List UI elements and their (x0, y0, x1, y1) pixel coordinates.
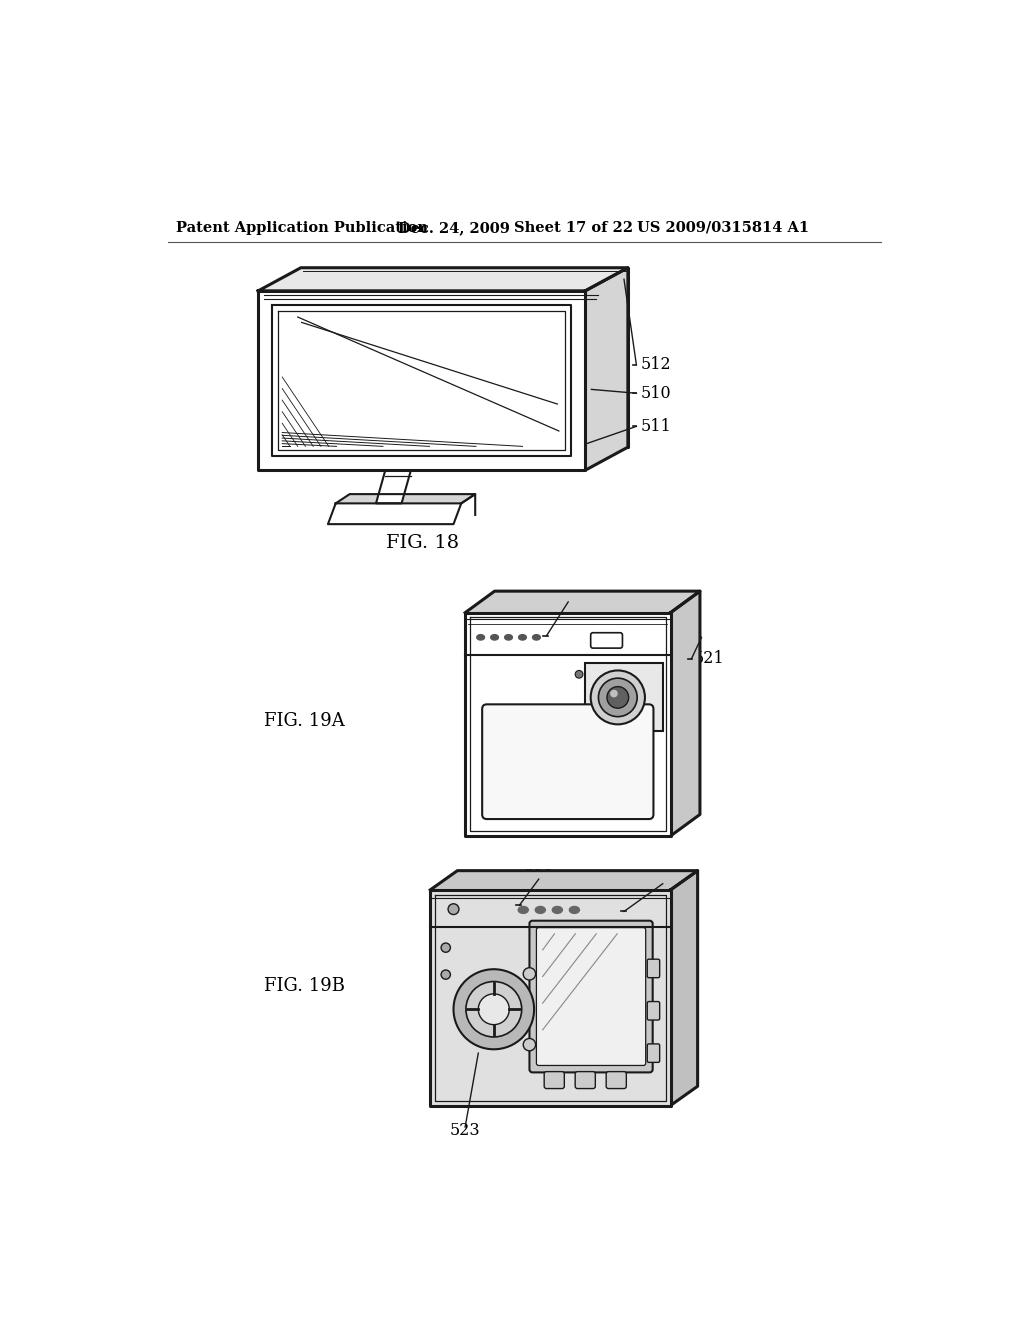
Polygon shape (430, 890, 671, 1106)
Circle shape (441, 942, 451, 952)
FancyBboxPatch shape (544, 1072, 564, 1089)
Text: FIG. 19B: FIG. 19B (263, 977, 345, 995)
Polygon shape (671, 591, 700, 836)
Polygon shape (258, 268, 628, 290)
Text: 524: 524 (553, 591, 584, 609)
Text: Sheet 17 of 22: Sheet 17 of 22 (514, 220, 633, 235)
Polygon shape (258, 290, 586, 470)
Circle shape (449, 904, 459, 915)
Circle shape (454, 969, 535, 1049)
Text: 523: 523 (450, 1122, 480, 1139)
FancyBboxPatch shape (647, 960, 659, 978)
Text: 522: 522 (523, 867, 554, 884)
Polygon shape (279, 312, 565, 450)
Circle shape (466, 982, 521, 1038)
Text: FIG. 19A: FIG. 19A (263, 711, 344, 730)
Polygon shape (465, 612, 671, 836)
FancyBboxPatch shape (575, 1072, 595, 1089)
FancyBboxPatch shape (529, 921, 652, 1072)
Ellipse shape (536, 907, 546, 913)
Ellipse shape (518, 907, 528, 913)
Ellipse shape (569, 907, 580, 913)
Polygon shape (465, 591, 700, 612)
Circle shape (591, 671, 645, 725)
FancyBboxPatch shape (647, 1002, 659, 1020)
FancyBboxPatch shape (647, 1044, 659, 1063)
Circle shape (610, 689, 617, 697)
Circle shape (523, 968, 536, 979)
Circle shape (478, 994, 509, 1024)
Ellipse shape (518, 635, 526, 640)
Text: 510: 510 (640, 384, 671, 401)
FancyBboxPatch shape (606, 1072, 627, 1089)
Text: 521: 521 (693, 651, 724, 668)
Text: US 2009/0315814 A1: US 2009/0315814 A1 (637, 220, 809, 235)
Polygon shape (272, 305, 571, 457)
Polygon shape (336, 494, 475, 503)
Polygon shape (328, 503, 461, 524)
Polygon shape (430, 871, 697, 890)
Ellipse shape (477, 635, 484, 640)
Circle shape (607, 686, 629, 708)
Ellipse shape (552, 907, 562, 913)
Ellipse shape (505, 635, 512, 640)
Ellipse shape (490, 635, 499, 640)
Text: Dec. 24, 2009: Dec. 24, 2009 (397, 220, 510, 235)
Circle shape (523, 1039, 536, 1051)
Text: 512: 512 (640, 356, 671, 374)
Circle shape (441, 970, 451, 979)
Polygon shape (376, 470, 411, 503)
Polygon shape (586, 268, 628, 470)
Text: 511: 511 (640, 418, 671, 434)
Text: Patent Application Publication: Patent Application Publication (176, 220, 428, 235)
Polygon shape (671, 871, 697, 1106)
FancyBboxPatch shape (482, 705, 653, 818)
Bar (586, 663, 663, 730)
Circle shape (598, 678, 637, 717)
FancyBboxPatch shape (537, 928, 646, 1065)
FancyBboxPatch shape (591, 632, 623, 648)
Text: 524: 524 (667, 874, 697, 891)
Ellipse shape (532, 635, 541, 640)
Circle shape (575, 671, 583, 678)
Text: FIG. 18: FIG. 18 (386, 535, 459, 552)
